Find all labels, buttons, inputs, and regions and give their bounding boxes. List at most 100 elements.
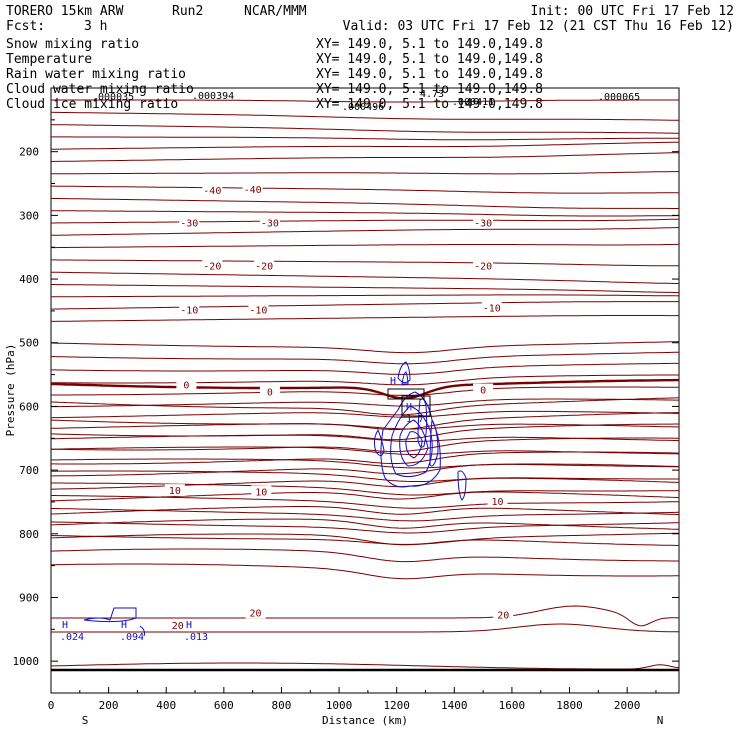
x-tick-label: 400 [156, 699, 176, 712]
isotherm-label-bg [473, 259, 494, 272]
legend-field-xy: XY= 149.0, 5.1 to 149.0,149.8 [316, 67, 543, 82]
isotherm-label-bg [493, 608, 514, 621]
isotherm-label: -30 [474, 219, 492, 230]
y-tick-label: 200 [19, 146, 39, 159]
isotherm-label: -10 [249, 305, 267, 316]
x-tick-label: 2000 [614, 699, 641, 712]
isotherm [51, 315, 679, 322]
surface-max-label: H [62, 620, 68, 631]
isotherm [50, 477, 680, 490]
isotherm-label-bg [487, 494, 508, 507]
legend-field-name: Cloud water mixing ratio [6, 82, 194, 97]
isotherm [50, 271, 679, 284]
isotherm [50, 506, 680, 516]
isotherm [50, 521, 680, 534]
isotherm [50, 518, 680, 530]
x-tick-label: 1200 [383, 699, 410, 712]
isotherm [50, 397, 680, 416]
cloud-water-contour [429, 418, 439, 467]
isotherm [51, 210, 679, 217]
isotherm-label-bg [254, 259, 275, 272]
isotherm [51, 284, 680, 294]
valid-time: Valid: 03 UTC Fri 17 Feb 12 (21 CST Thu … [343, 19, 734, 34]
isotherm [51, 482, 680, 496]
isotherm-labels: -40 -40 -30 -30 -30 -20 -20 -20 -10 -10 -10 0 0 0 10 10… [164, 182, 514, 632]
field-legend: Snow mixing ratio XY= 149.0, 5.1 to 149.0… [6, 37, 543, 112]
isotherm [51, 623, 679, 633]
isotherm-label: 20 [250, 608, 262, 619]
cloud-water-contour [139, 625, 145, 637]
y-tick-label: 700 [19, 464, 39, 477]
y-tick-label: 600 [19, 400, 39, 413]
x-tick-label: 1600 [499, 699, 526, 712]
y-tick-label: 400 [19, 273, 39, 286]
legend-field-xy: XY= 149.0, 5.1 to 149.0,149.8 [316, 82, 543, 97]
isotherm-label: -20 [255, 261, 273, 272]
isotherm-label: 0 [267, 387, 273, 398]
isotherm-label: -40 [244, 185, 262, 196]
isotherm-label: -30 [180, 219, 198, 230]
isotherm-label: -40 [203, 186, 221, 197]
isotherm-label-bg [259, 385, 280, 398]
cloud-water-contour [401, 371, 409, 385]
isotherm-label: 10 [255, 487, 267, 498]
isotherm [51, 446, 680, 455]
isotherm [51, 243, 680, 249]
isotherm [51, 171, 680, 175]
isotherm [50, 111, 679, 121]
legend-field-name: Rain water mixing ratio [6, 67, 186, 82]
isotherm-label-bg [167, 619, 188, 632]
cloud-water-contour [457, 470, 467, 501]
south-label: S [82, 714, 89, 727]
isotherm [50, 532, 680, 545]
isotherm-label-bg [473, 216, 494, 229]
fcst-label: Fcst: [6, 19, 45, 34]
isotherm-label: 0 [480, 386, 486, 397]
org-label: NCAR/MMM [244, 4, 307, 19]
isotherm [51, 351, 679, 365]
isotherm [51, 451, 680, 465]
isotherm-label: 20 [172, 621, 184, 632]
isotherm-label-bg [179, 216, 200, 229]
isotherm [50, 197, 679, 209]
cloud-water-contour [83, 607, 137, 623]
isotherm [50, 563, 679, 580]
isotherm-label-bg [242, 182, 263, 195]
y-tick-label: 500 [19, 337, 39, 350]
x-tick-label: 200 [99, 699, 119, 712]
cloud-ice-contour [401, 395, 431, 417]
isotherm [51, 259, 679, 267]
snow-contour [387, 388, 425, 400]
y-axis-label: Pressure (hPa) [4, 344, 17, 437]
init-time: Init: 00 UTC Fri 17 Feb 12 [531, 4, 735, 19]
contour-extrema-labels: HH1.7H.024H.094H.013.000035.000394.00049… [60, 89, 640, 643]
legend-field-name: Cloud ice mixing ratio [6, 97, 178, 112]
top-max-label: .000035 [92, 92, 134, 103]
top-max-label: .000496 [342, 102, 384, 113]
isotherm [50, 124, 679, 134]
x-tick-label: 1400 [441, 699, 468, 712]
top-max-label: 4.73 [420, 89, 444, 100]
isotherm-label-bg [248, 303, 269, 316]
isotherm [51, 141, 680, 150]
isotherm [50, 458, 679, 469]
y-tick-label: 800 [19, 528, 39, 541]
model-title: TORERO 15km ARW [6, 4, 124, 19]
isotherm-label: 10 [491, 497, 503, 508]
isotherm [50, 412, 679, 430]
isotherm-label: -20 [474, 261, 492, 272]
isotherm [51, 362, 679, 375]
isotherm [51, 136, 679, 141]
x-tick-label: 600 [214, 699, 234, 712]
isotherm [50, 227, 680, 236]
isotherm [51, 463, 680, 477]
top-max-label: .000065 [598, 92, 640, 103]
isotherm [50, 533, 680, 546]
isotherm-label: -20 [203, 261, 221, 272]
x-tick-label: 1000 [326, 699, 353, 712]
isotherm [51, 294, 680, 298]
plot-frame [50, 87, 680, 694]
surface-max-label: H [186, 620, 192, 631]
isotherm [51, 398, 679, 408]
